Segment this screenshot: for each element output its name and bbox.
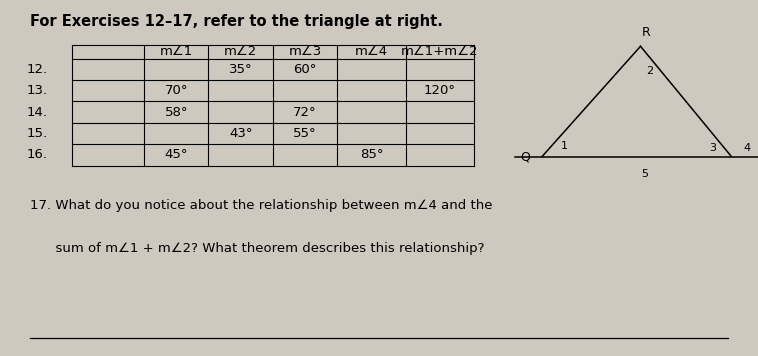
Text: For Exercises 12–17, refer to the triangle at right.: For Exercises 12–17, refer to the triang…: [30, 14, 443, 29]
Text: 16.: 16.: [27, 148, 48, 161]
Text: 4: 4: [743, 143, 750, 153]
Text: m∠2: m∠2: [224, 45, 257, 58]
Text: m∠1+m∠2: m∠1+m∠2: [401, 45, 478, 58]
Text: 15.: 15.: [27, 127, 48, 140]
Text: 120°: 120°: [424, 84, 456, 97]
Text: sum of m∠1 + m∠2? What theorem describes this relationship?: sum of m∠1 + m∠2? What theorem describes…: [30, 242, 485, 255]
Text: 72°: 72°: [293, 106, 317, 119]
Text: 55°: 55°: [293, 127, 317, 140]
Text: m∠3: m∠3: [289, 45, 321, 58]
Text: 35°: 35°: [229, 63, 252, 76]
Text: 43°: 43°: [229, 127, 252, 140]
Text: 45°: 45°: [164, 148, 188, 161]
Text: 58°: 58°: [164, 106, 188, 119]
Text: 5: 5: [641, 169, 648, 179]
Text: 1: 1: [561, 141, 568, 151]
Text: 70°: 70°: [164, 84, 188, 97]
Text: Q: Q: [520, 150, 531, 163]
Text: 3: 3: [709, 143, 716, 153]
Text: 14.: 14.: [27, 106, 48, 119]
Text: R: R: [642, 26, 651, 39]
Text: 17. What do you notice about the relationship between m∠4 and the: 17. What do you notice about the relatio…: [30, 199, 493, 213]
Text: 60°: 60°: [293, 63, 317, 76]
Text: 2: 2: [646, 66, 653, 76]
Text: 13.: 13.: [27, 84, 48, 97]
Text: m∠1: m∠1: [160, 45, 193, 58]
Text: m∠4: m∠4: [355, 45, 388, 58]
Text: 12.: 12.: [27, 63, 48, 76]
Text: 85°: 85°: [359, 148, 384, 161]
